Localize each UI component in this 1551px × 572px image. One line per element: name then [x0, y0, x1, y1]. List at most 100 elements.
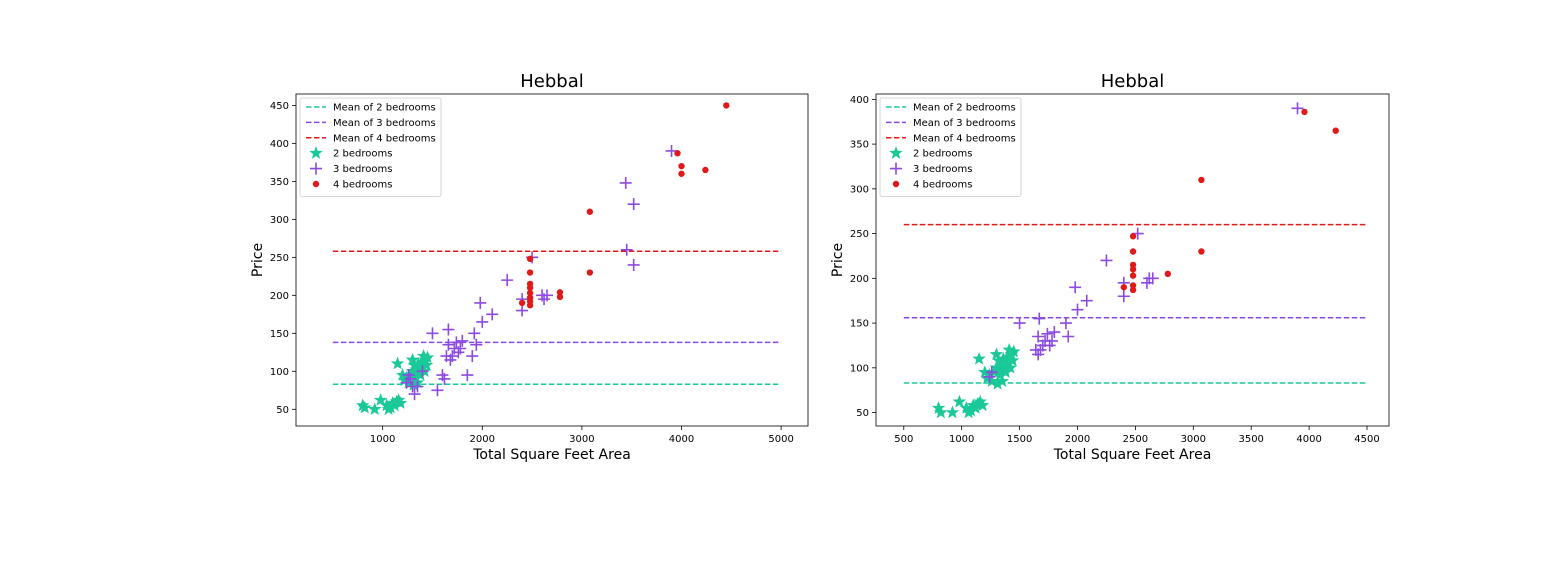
x-axis-label: Total Square Feet Area — [472, 447, 631, 463]
legend-label: 2 bedrooms — [913, 149, 972, 160]
data-point — [474, 296, 487, 309]
data-point — [1013, 317, 1026, 330]
y-tick-label: 200 — [850, 274, 869, 285]
data-point — [442, 323, 455, 336]
data-point — [1048, 326, 1061, 339]
data-point — [1129, 266, 1137, 273]
legend-label: 4 bedrooms — [913, 180, 972, 191]
data-point — [358, 400, 372, 414]
data-point — [989, 347, 1004, 361]
y-tick-label: 300 — [850, 184, 869, 195]
data-point — [1033, 312, 1046, 325]
legend-marker — [889, 146, 903, 159]
y-tick-label: 300 — [270, 215, 289, 226]
y-tick-label: 150 — [850, 319, 869, 330]
chart-title: Hebbal — [1101, 71, 1165, 92]
data-point — [995, 374, 1009, 387]
legend-marker — [892, 180, 900, 188]
data-point — [541, 289, 554, 302]
data-point — [1332, 127, 1339, 134]
data-point — [393, 396, 408, 409]
data-point — [1062, 330, 1075, 343]
data-point — [586, 208, 594, 215]
x-tick-label: 3000 — [1181, 434, 1206, 445]
data-point — [405, 352, 420, 366]
legend-marker — [312, 180, 320, 188]
data-point — [934, 405, 948, 419]
data-point — [1007, 344, 1021, 358]
x-tick-label: 4500 — [1354, 434, 1379, 445]
data-point — [456, 334, 469, 347]
y-tick-label: 250 — [270, 253, 289, 264]
data-point — [620, 243, 633, 256]
y-tick-label: 400 — [850, 95, 869, 106]
data-point — [627, 258, 640, 271]
y-tick-label: 350 — [850, 140, 869, 151]
data-point — [486, 308, 499, 321]
data-point — [1032, 330, 1045, 343]
data-point — [411, 380, 424, 393]
data-point — [972, 351, 986, 365]
data-point — [1291, 102, 1304, 115]
data-point — [526, 294, 534, 301]
data-point — [1129, 286, 1137, 294]
legend-label: Mean of 3 bedrooms — [913, 118, 1016, 129]
data-point — [1198, 176, 1205, 184]
data-point — [390, 356, 405, 370]
y-tick-label: 100 — [850, 363, 869, 374]
legend-label: Mean of 3 bedrooms — [333, 118, 436, 129]
y-axis-label: Price — [830, 243, 846, 277]
x-tick-label: 2000 — [470, 434, 495, 445]
legend-box — [879, 97, 1022, 197]
y-axis-label: Price — [250, 243, 266, 277]
data-point — [404, 372, 417, 385]
chart-left: 1000 2000 3000 4000 5000 50 100 150 200 250 300 350… — [250, 71, 809, 463]
data-point — [461, 369, 474, 382]
data-point — [1164, 270, 1172, 278]
data-point — [1117, 290, 1130, 303]
y-tick-label: 50 — [856, 408, 869, 419]
data-point — [586, 269, 594, 276]
legend-label: 3 bedrooms — [333, 164, 392, 175]
data-point — [416, 365, 429, 378]
data-point — [674, 150, 681, 157]
x-tick-label: 4000 — [669, 434, 694, 445]
data-point — [1120, 284, 1128, 291]
x-tick-label: 3500 — [1238, 434, 1263, 445]
data-point — [438, 372, 451, 385]
legend: Mean of 2 bedrooms Mean of 3 bedrooms Mean… — [299, 97, 442, 197]
data-point — [1146, 272, 1159, 285]
x-tick-label: 4000 — [1296, 434, 1321, 445]
y-tick-label: 200 — [270, 291, 289, 302]
y-tick-label: 450 — [270, 101, 289, 112]
data-point — [723, 102, 730, 109]
data-point — [678, 162, 685, 170]
data-point — [426, 327, 439, 340]
y-tick-label: 100 — [270, 367, 289, 378]
legend-label: Mean of 4 bedrooms — [913, 133, 1016, 144]
data-point — [1129, 248, 1137, 255]
data-point — [501, 274, 514, 287]
x-tick-label: 2000 — [1065, 434, 1090, 445]
legend-label: Mean of 4 bedrooms — [333, 133, 436, 144]
legend-label: Mean of 2 bedrooms — [333, 103, 436, 114]
x-tick-label: 2500 — [1123, 434, 1148, 445]
x-tick-label: 3000 — [569, 434, 594, 445]
y-tick-label: 350 — [270, 177, 289, 188]
data-point — [526, 269, 534, 276]
data-point — [431, 384, 444, 397]
data-point — [1041, 327, 1054, 340]
data-point — [945, 405, 960, 419]
data-point — [1301, 108, 1308, 116]
data-point — [450, 336, 463, 349]
data-point — [702, 166, 709, 174]
data-point — [367, 402, 382, 415]
data-point — [1198, 248, 1205, 255]
data-point — [420, 350, 435, 364]
data-point — [526, 255, 534, 263]
data-point — [975, 398, 990, 412]
legend-label: 3 bedrooms — [913, 164, 972, 175]
data-point — [1129, 261, 1137, 269]
legend-label: 2 bedrooms — [333, 149, 392, 160]
